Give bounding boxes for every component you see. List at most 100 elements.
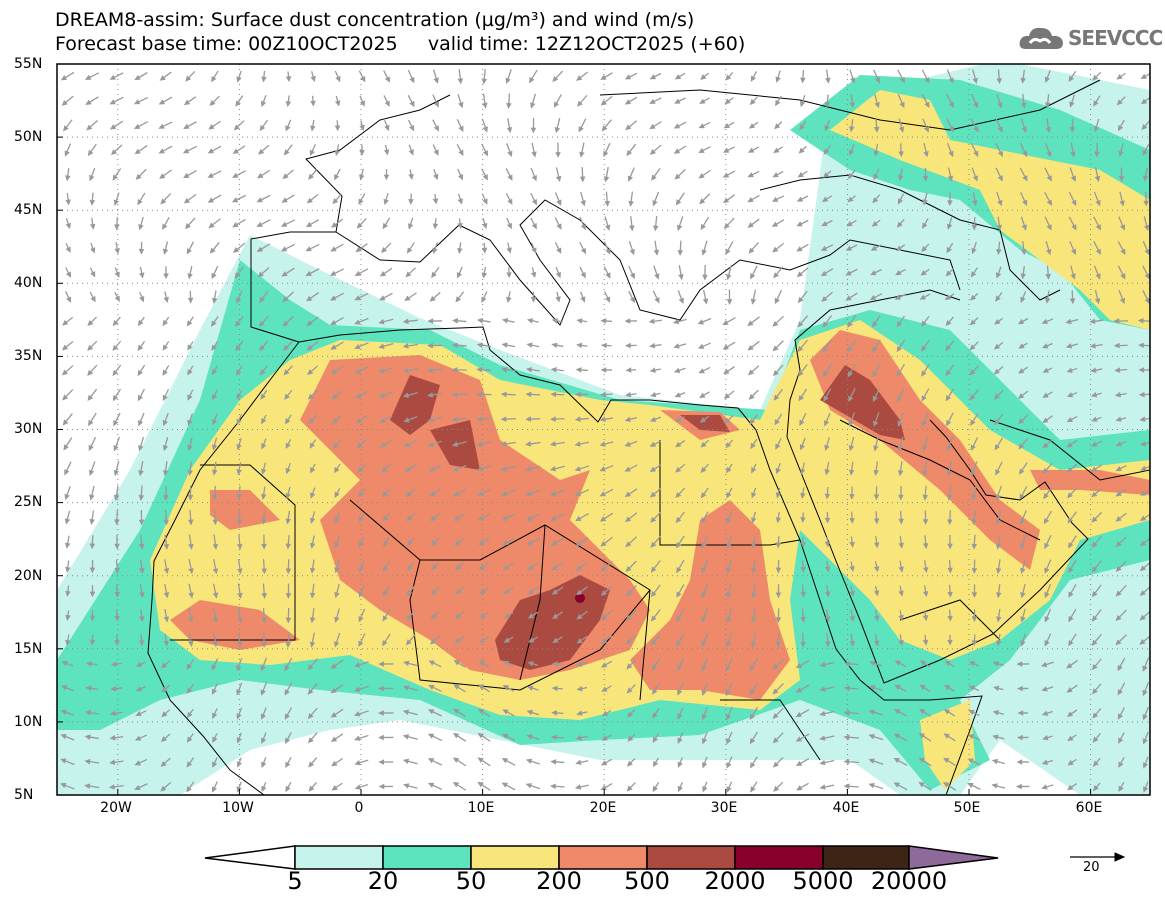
wind-arrow-head [212,494,218,501]
wind-arrow-head [186,761,193,768]
wind-arrow [500,441,517,447]
wind-arrow [599,512,614,522]
wind-arrow-head [358,640,364,647]
wind-arrow-head [850,77,856,84]
wind-arrow-head [1040,661,1048,668]
wind-arrow [1090,391,1102,398]
wind-arrow [600,95,613,106]
wind-arrow [918,781,932,791]
wind-arrow [354,292,369,301]
wind-arrow-head [824,469,830,476]
wind-arrow-head [430,613,437,621]
wind-arrow-head [872,420,879,427]
wind-arrow-head [1118,737,1124,744]
wind-arrow-head [995,295,1001,302]
wind-arrow [1016,783,1030,790]
wind-arrow [456,143,464,157]
wind-arrow [1117,682,1126,696]
wind-arrow [1115,441,1127,447]
wind-arrow-head [750,75,756,82]
wind-arrow [188,583,194,599]
wind-arrow-head [1067,759,1074,766]
wind-arrow [1117,240,1126,256]
wind-arrow [284,732,292,744]
wind-arrow [261,607,267,624]
wind-arrow-head [433,125,439,132]
wind-arrow-head [701,689,707,697]
wind-arrow [996,241,1002,255]
wind-arrow-head [580,223,586,231]
wind-arrow [971,167,978,182]
wind-arrow-head [183,197,191,204]
wind-arrow [921,69,930,84]
wind-arrow-head [997,102,1003,109]
wind-arrow [772,170,784,178]
wind-arrow [135,710,147,716]
wind-arrow [575,759,589,766]
wind-arrow-head [482,198,488,205]
wind-arrow-head [506,127,513,134]
wind-arrow [161,709,171,718]
wind-arrow [699,193,711,205]
wind-arrow [972,69,978,85]
wind-arrow-head [383,149,390,156]
wind-arrow [1115,560,1127,572]
wind-arrow-head [310,75,316,83]
wind-arrow [726,632,733,648]
wind-arrow [624,96,638,105]
wind-arrow-head [921,345,927,352]
wind-arrow [579,142,585,158]
wind-arrow-head [234,320,241,327]
wind-arrow-head [1022,175,1028,182]
wind-arrow-head [236,761,243,768]
wind-arrow [237,583,243,599]
wind-arrow-head [284,737,291,744]
wind-arrow-head [476,416,482,422]
wind-arrow [872,315,881,328]
wind-arrow-head [307,393,314,400]
wind-arrow [109,734,124,741]
wind-arrow-head [775,76,781,83]
wind-arrow [1067,783,1078,791]
wind-arrow-head [868,709,876,715]
wind-arrow-head [722,147,730,153]
wind-arrow-head [305,221,313,228]
wind-arrow-head [113,494,120,501]
wind-arrow-head [747,320,754,327]
wind-arrow-head [820,270,828,277]
wind-arrow [1142,681,1150,697]
wind-arrow-head [600,99,607,106]
wind-arrow-head [676,224,683,232]
wind-arrow [820,268,834,277]
wind-arrow-head [1016,734,1023,741]
wind-arrow-head [599,441,606,447]
wind-arrow [872,387,881,403]
wind-arrow [1118,757,1125,768]
wind-arrow-head [256,221,263,227]
wind-arrow [946,217,953,230]
wind-arrow [210,316,219,327]
wind-arrow-head [626,711,633,718]
wind-arrow [334,168,341,181]
wind-arrow-head [186,320,193,327]
wind-arrow [795,758,810,767]
wind-arrow [995,167,1003,182]
wind-arrow-head [945,270,952,277]
wind-arrow-head [1066,662,1073,669]
wind-arrow-head [383,174,390,181]
wind-arrow [431,266,440,279]
wind-arrow-head [1113,318,1120,324]
wind-arrow-head [503,637,511,643]
wind-arrow [285,781,292,793]
wind-arrow [261,632,267,648]
wind-arrow-head [501,490,508,497]
wind-arrow-head [921,370,927,377]
wind-arrow-head [700,492,707,499]
wind-arrow-head [894,684,901,691]
wind-arrow [849,536,855,548]
wind-arrow [185,217,196,230]
wind-arrow-head [114,295,120,303]
wind-arrow-head [261,76,267,83]
wind-arrow-head [945,320,952,327]
wind-arrow-head [285,418,291,425]
